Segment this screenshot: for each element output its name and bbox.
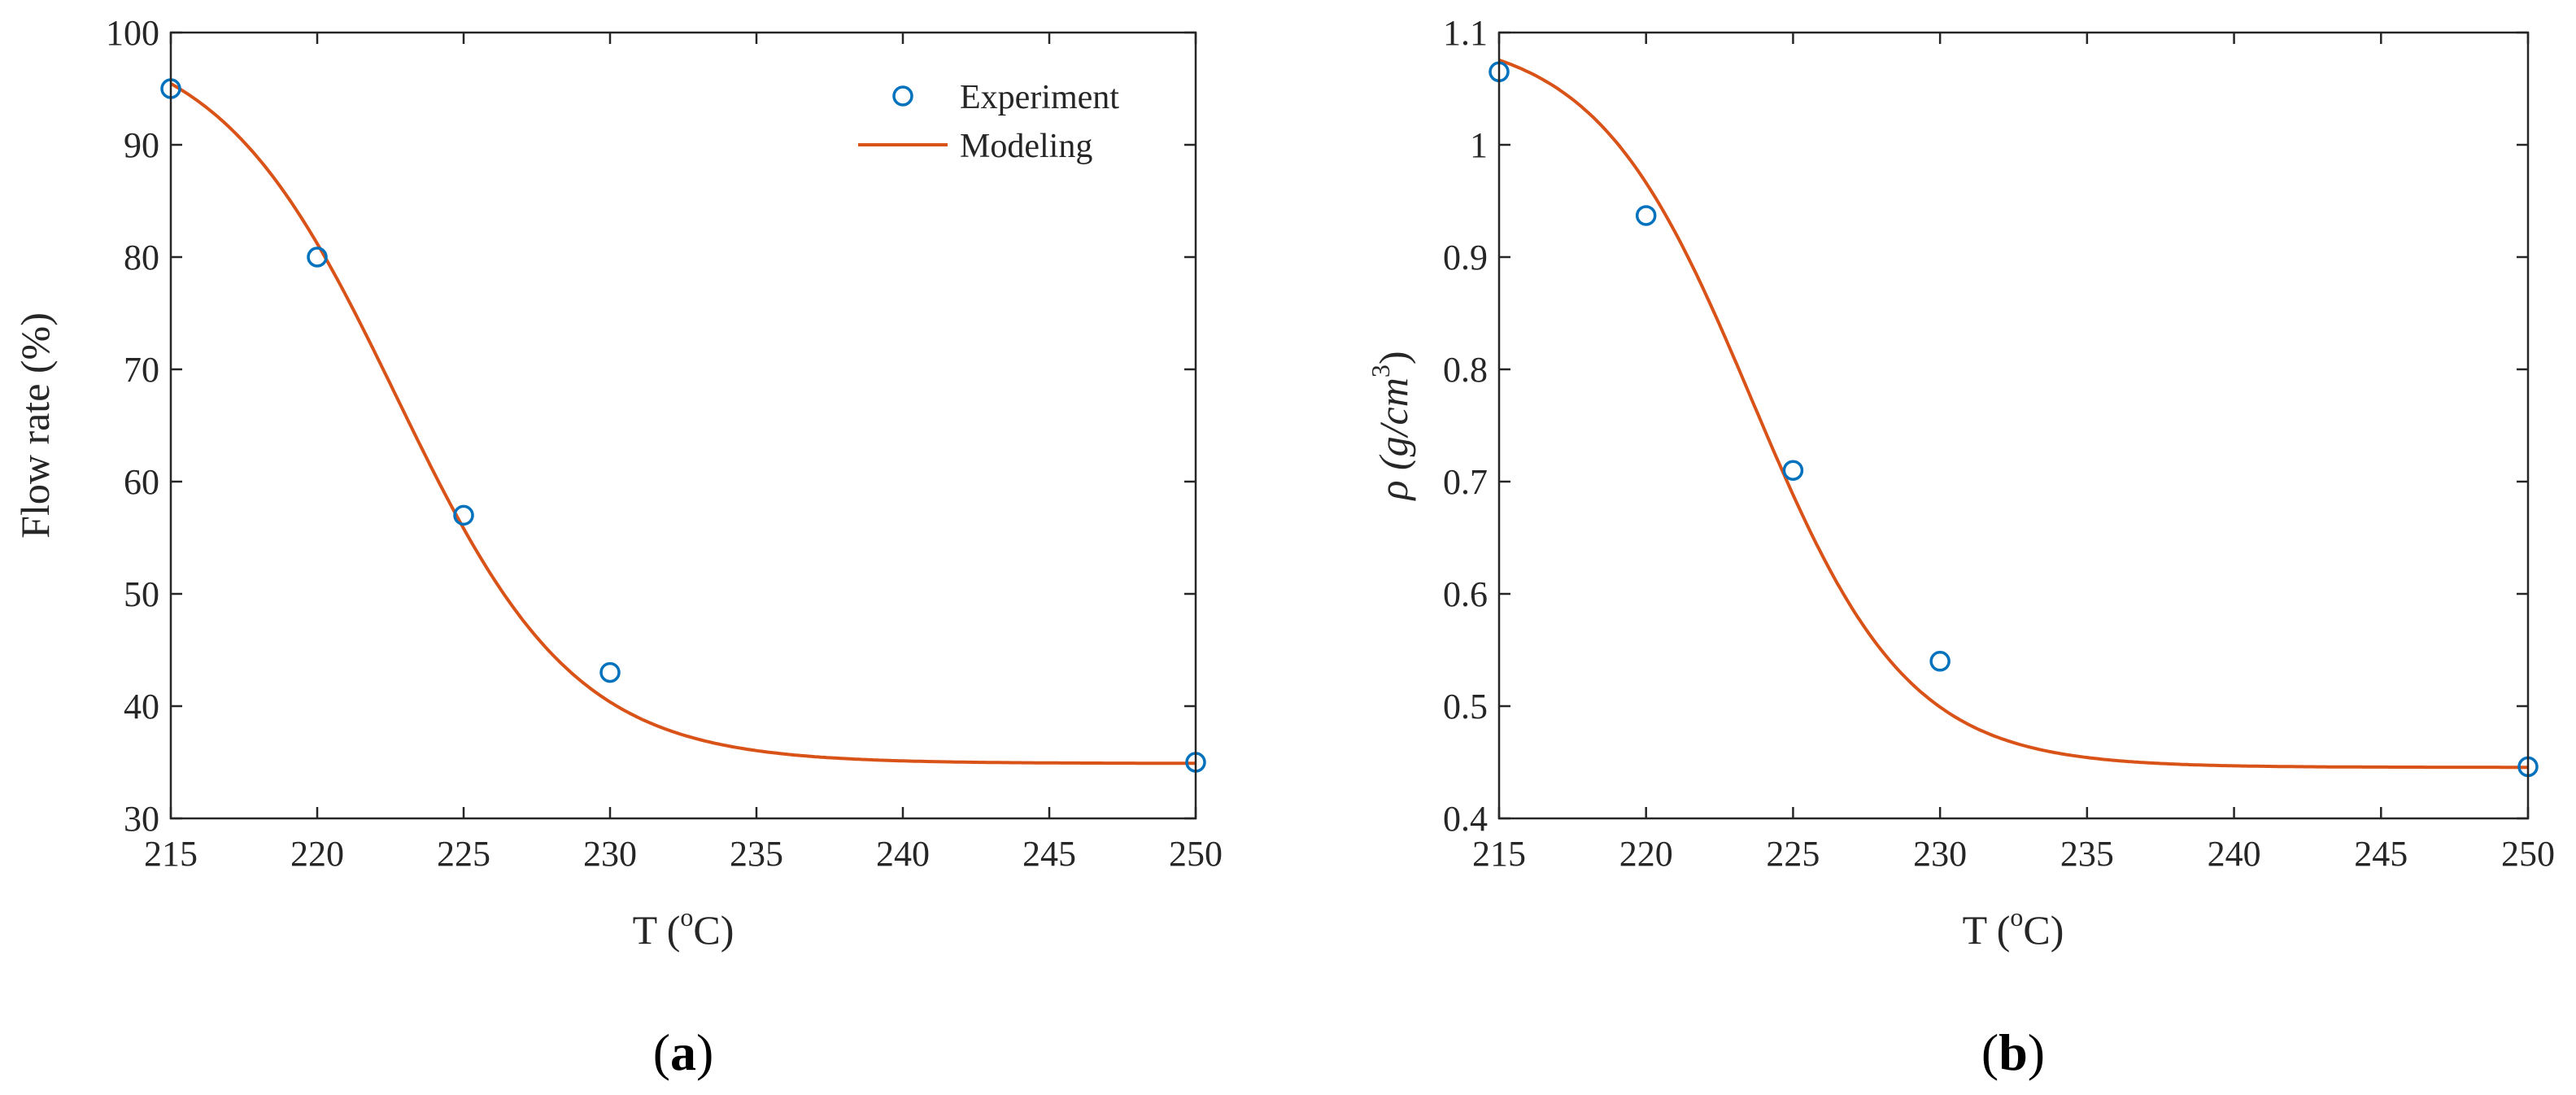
panel-a-xlabel: T (oC) bbox=[633, 902, 734, 953]
panel-a-modeling-line bbox=[170, 82, 1196, 766]
panel-b-ytick-label: 1 bbox=[1470, 125, 1488, 165]
panel-b-plot-area bbox=[1489, 59, 2539, 778]
panel-a-ylabel: Flow rate (%) bbox=[12, 312, 58, 539]
panel-b-axes-box bbox=[1497, 31, 2530, 820]
panel-b-ytick-label: 0.9 bbox=[1443, 238, 1488, 277]
panel-b-xtick-label: 245 bbox=[2354, 834, 2408, 874]
panel-a-caption: (a) bbox=[653, 1023, 714, 1081]
panel-a-ytick-label: 80 bbox=[124, 238, 159, 277]
panel-b-ytick-label: 0.7 bbox=[1443, 462, 1488, 502]
panel-b-ytick-label: 0.4 bbox=[1443, 799, 1488, 839]
panel-a-ytick-label: 90 bbox=[124, 125, 159, 165]
panel-a-ytick-label: 40 bbox=[124, 687, 159, 726]
panel-a-xtick-label: 240 bbox=[876, 834, 930, 874]
legend-experiment-marker bbox=[892, 85, 913, 107]
panel-b-ytick-label: 1.1 bbox=[1443, 13, 1488, 53]
panel-b-xtick-label: 225 bbox=[1766, 834, 1820, 874]
panel-b-experiment-point bbox=[1635, 205, 1657, 226]
panel-b-xtick-label: 230 bbox=[1913, 834, 1967, 874]
panel-b-ytick-label: 0.8 bbox=[1443, 350, 1488, 390]
legend-experiment-label: Experiment bbox=[960, 79, 1119, 116]
panel-a-xtick-label: 250 bbox=[1169, 834, 1223, 874]
panel-a-xtick-label: 230 bbox=[583, 834, 637, 874]
panel-b-xlabel: T (oC) bbox=[1963, 902, 2064, 953]
panel-b: 215 220 225 230 235 240 245 250 0.4 0.5 0.6 0.7 0.8 0… bbox=[1366, 13, 2555, 1081]
panel-a: 215 220 225 230 235 240 245 250 30 40 50 60 70 80 90 10… bbox=[12, 13, 1223, 1081]
panel-a-ytick-label: 30 bbox=[124, 799, 159, 839]
panel-b-experiment-point bbox=[1782, 460, 1804, 481]
panel-b-xtick-label: 240 bbox=[2208, 834, 2261, 874]
panel-a-ytick-label: 60 bbox=[124, 462, 159, 502]
panel-a-xtick-label: 215 bbox=[144, 834, 198, 874]
panel-b-xtick-label: 220 bbox=[1619, 834, 1673, 874]
panel-a-experiment-point bbox=[307, 246, 328, 268]
panel-b-ytick-label: 0.6 bbox=[1443, 574, 1488, 614]
panel-b-ticks: 215 220 225 230 235 240 245 250 0.4 0.5 0.6 0.7 0.8 0… bbox=[1443, 13, 2555, 874]
panel-a-experiment-point bbox=[453, 504, 474, 526]
panel-b-xtick-label: 235 bbox=[2060, 834, 2114, 874]
panel-a-xtick-label: 245 bbox=[1022, 834, 1076, 874]
panel-a-experiment-point bbox=[599, 661, 621, 683]
panel-a-axes-box bbox=[169, 31, 1197, 820]
legend-modeling-label: Modeling bbox=[960, 128, 1092, 165]
panel-a-ticks: 215 220 225 230 235 240 245 250 30 40 50 60 70 80 90 10… bbox=[106, 13, 1223, 874]
panel-b-modeling-line bbox=[1498, 59, 2528, 770]
panel-b-xtick-label: 215 bbox=[1472, 834, 1526, 874]
panel-b-experiment-point bbox=[1929, 651, 1951, 672]
panel-b-ylabel: ρ (g/cm3) bbox=[1366, 351, 1416, 502]
panel-a-xtick-label: 220 bbox=[290, 834, 344, 874]
panel-a-xtick-label: 225 bbox=[437, 834, 490, 874]
panel-a-plot-area bbox=[160, 78, 1206, 773]
panel-a-ytick-label: 50 bbox=[124, 574, 159, 614]
panel-b-xtick-label: 250 bbox=[2501, 834, 2555, 874]
panel-a-legend: Experiment Modeling bbox=[858, 79, 1119, 165]
panel-b-caption: (b) bbox=[1981, 1023, 2045, 1081]
panel-a-ytick-label: 70 bbox=[124, 350, 159, 390]
panel-b-ytick-label: 0.5 bbox=[1443, 687, 1488, 726]
panel-a-ytick-label: 100 bbox=[106, 13, 159, 53]
panel-a-xtick-label: 235 bbox=[730, 834, 783, 874]
